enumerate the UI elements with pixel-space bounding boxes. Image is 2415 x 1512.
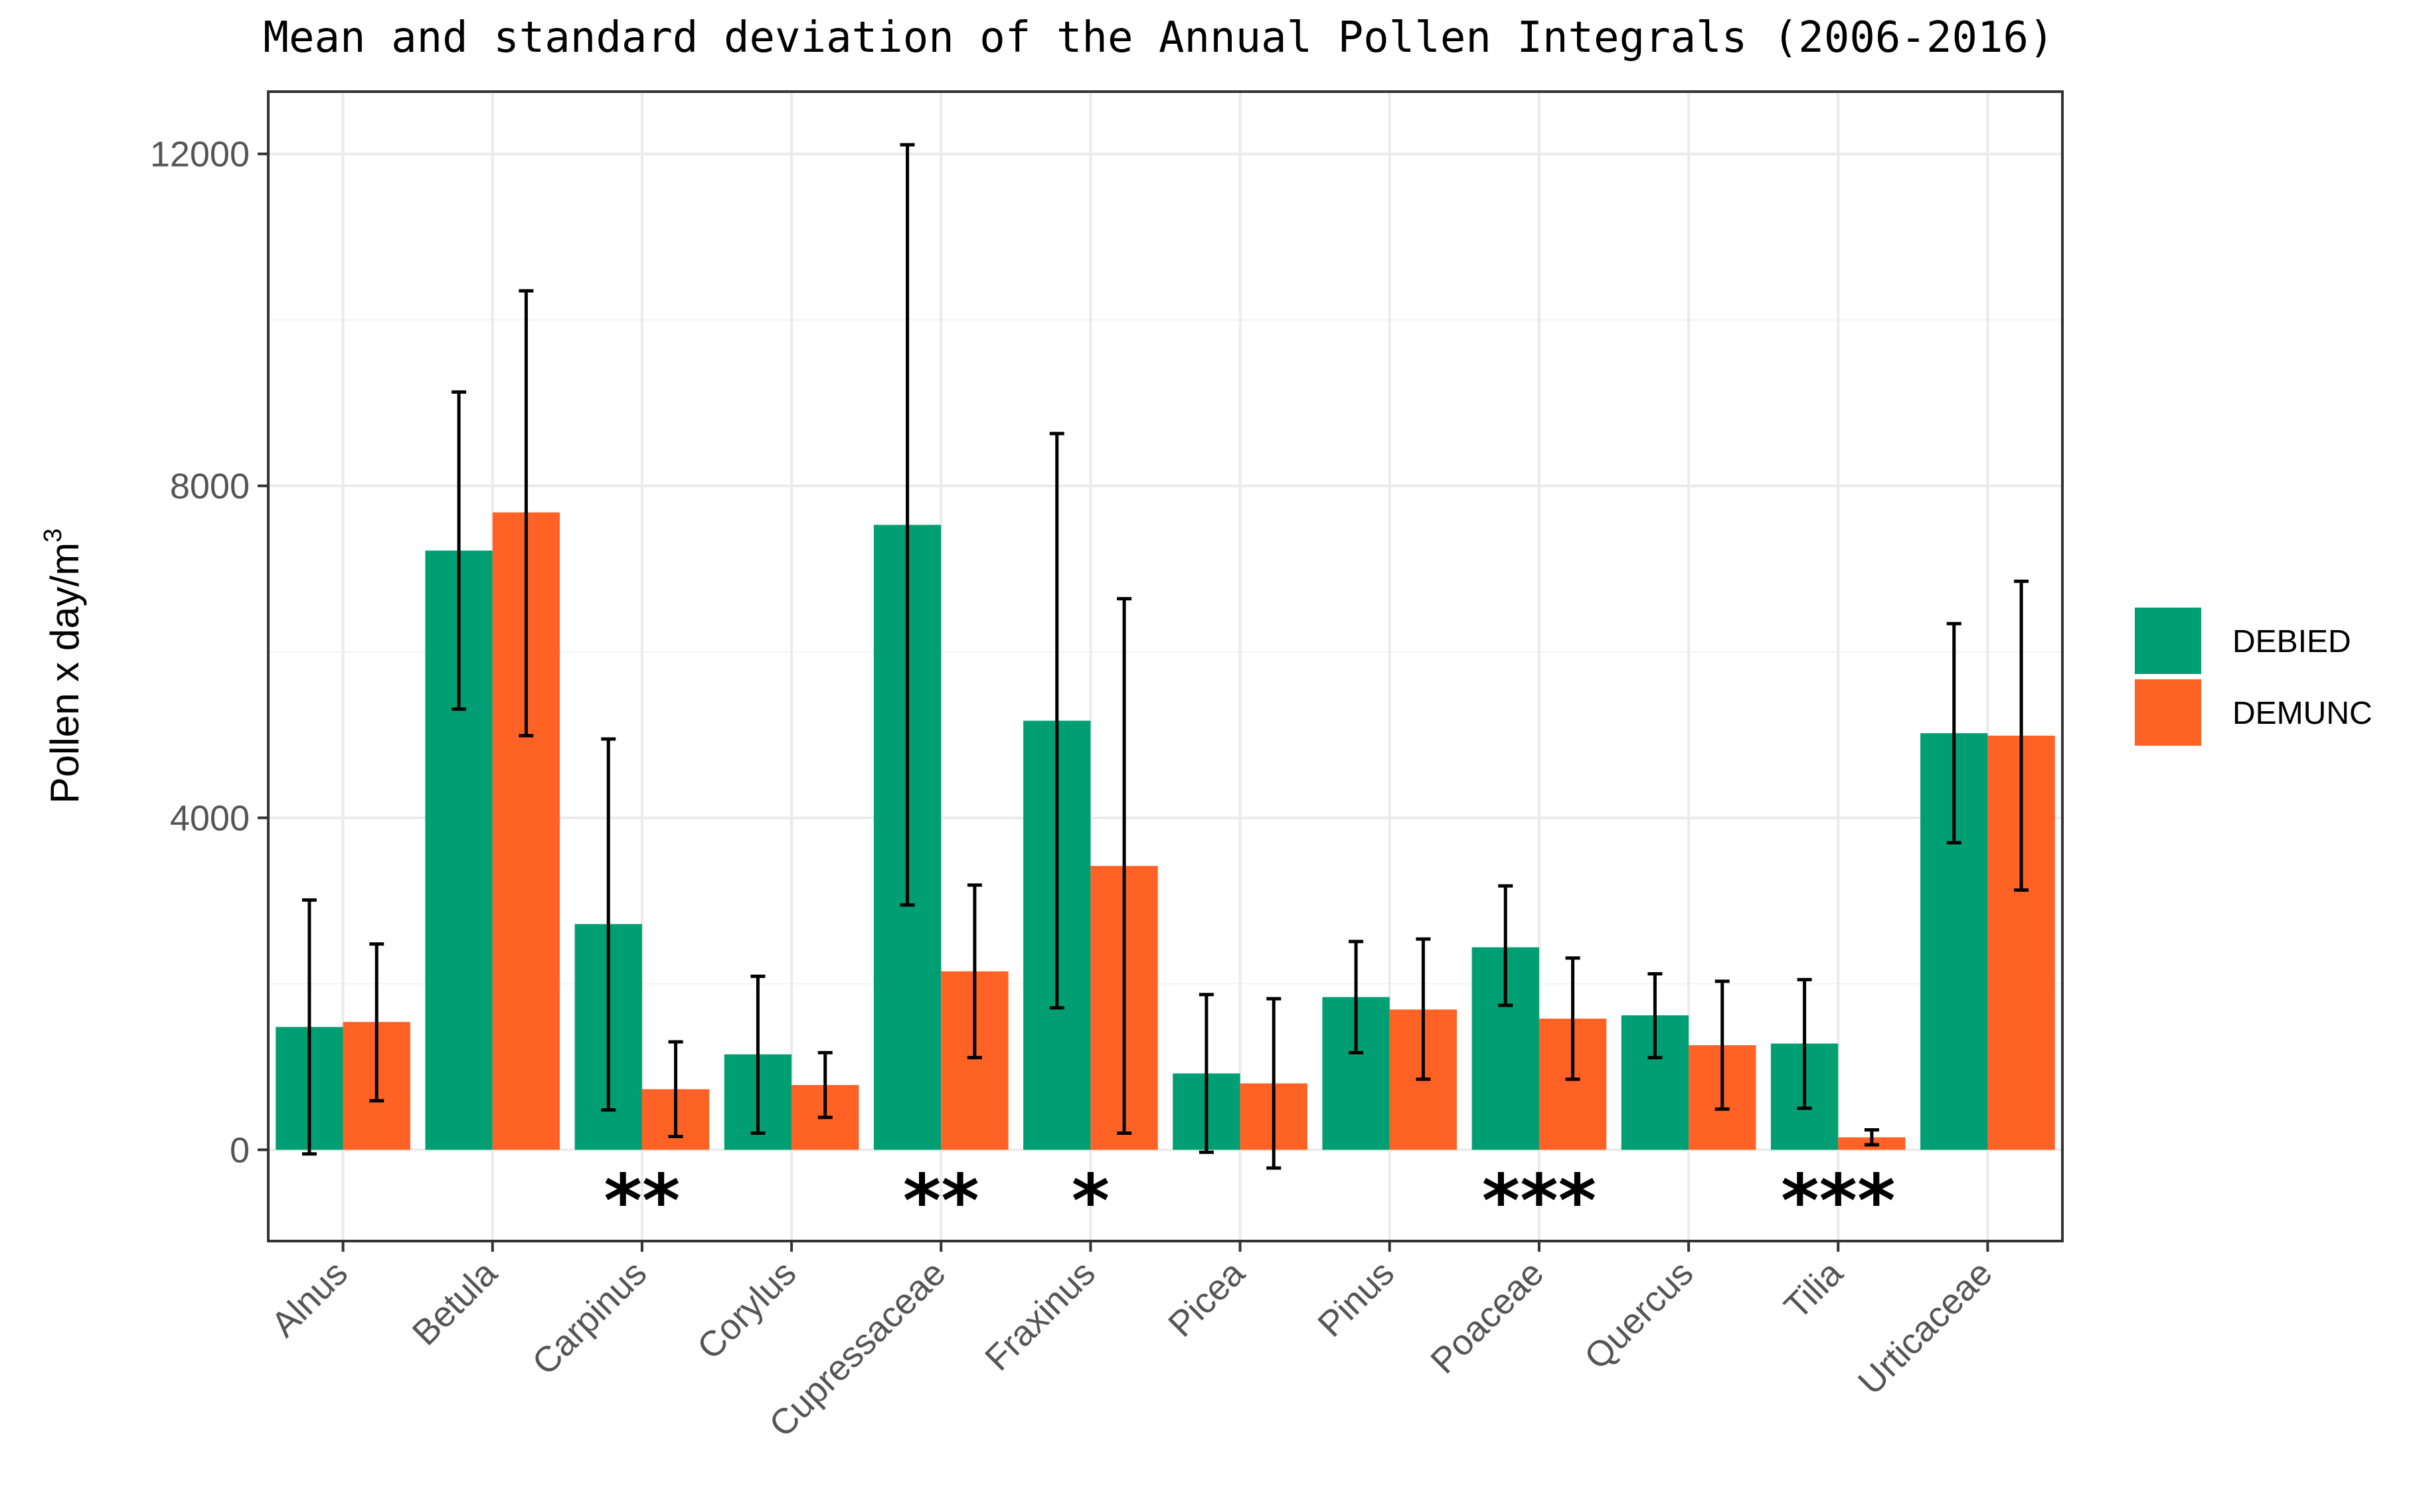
significance-annotations: ** ** * *** *** xyxy=(604,1159,1895,1244)
significance-carpinus: ** xyxy=(604,1159,680,1244)
plot-panel-border xyxy=(267,90,2064,1242)
y-axis-label-superscript: 3 xyxy=(39,529,67,543)
significance-fraxinus: * xyxy=(1072,1159,1110,1244)
y-axis-label: Pollen x day/m3 xyxy=(39,529,87,804)
error-bars xyxy=(301,143,2029,1170)
legend-label-debied: DEBIED xyxy=(2232,624,2351,659)
y-tick-label: 12000 xyxy=(150,135,250,175)
legend-label-demunc: DEMUNC xyxy=(2232,696,2373,731)
legend: DEBIED DEMUNC xyxy=(2135,608,2373,746)
y-tick-label: 8000 xyxy=(170,467,250,507)
y-tick-label: 0 xyxy=(230,1131,250,1171)
y-axis: 0 4000 8000 12000 xyxy=(150,135,268,1171)
legend-key-debied xyxy=(2135,608,2201,674)
y-tick-label: 4000 xyxy=(170,799,250,839)
significance-cupressaceae: ** xyxy=(903,1159,979,1244)
significance-tilia: *** xyxy=(1781,1159,1896,1244)
y-axis-label-text: Pollen x day/m xyxy=(42,543,87,804)
legend-key-demunc xyxy=(2135,679,2201,746)
chart-title: Mean and standard deviation of the Annua… xyxy=(263,13,2054,62)
significance-poaceae: *** xyxy=(1482,1159,1597,1244)
